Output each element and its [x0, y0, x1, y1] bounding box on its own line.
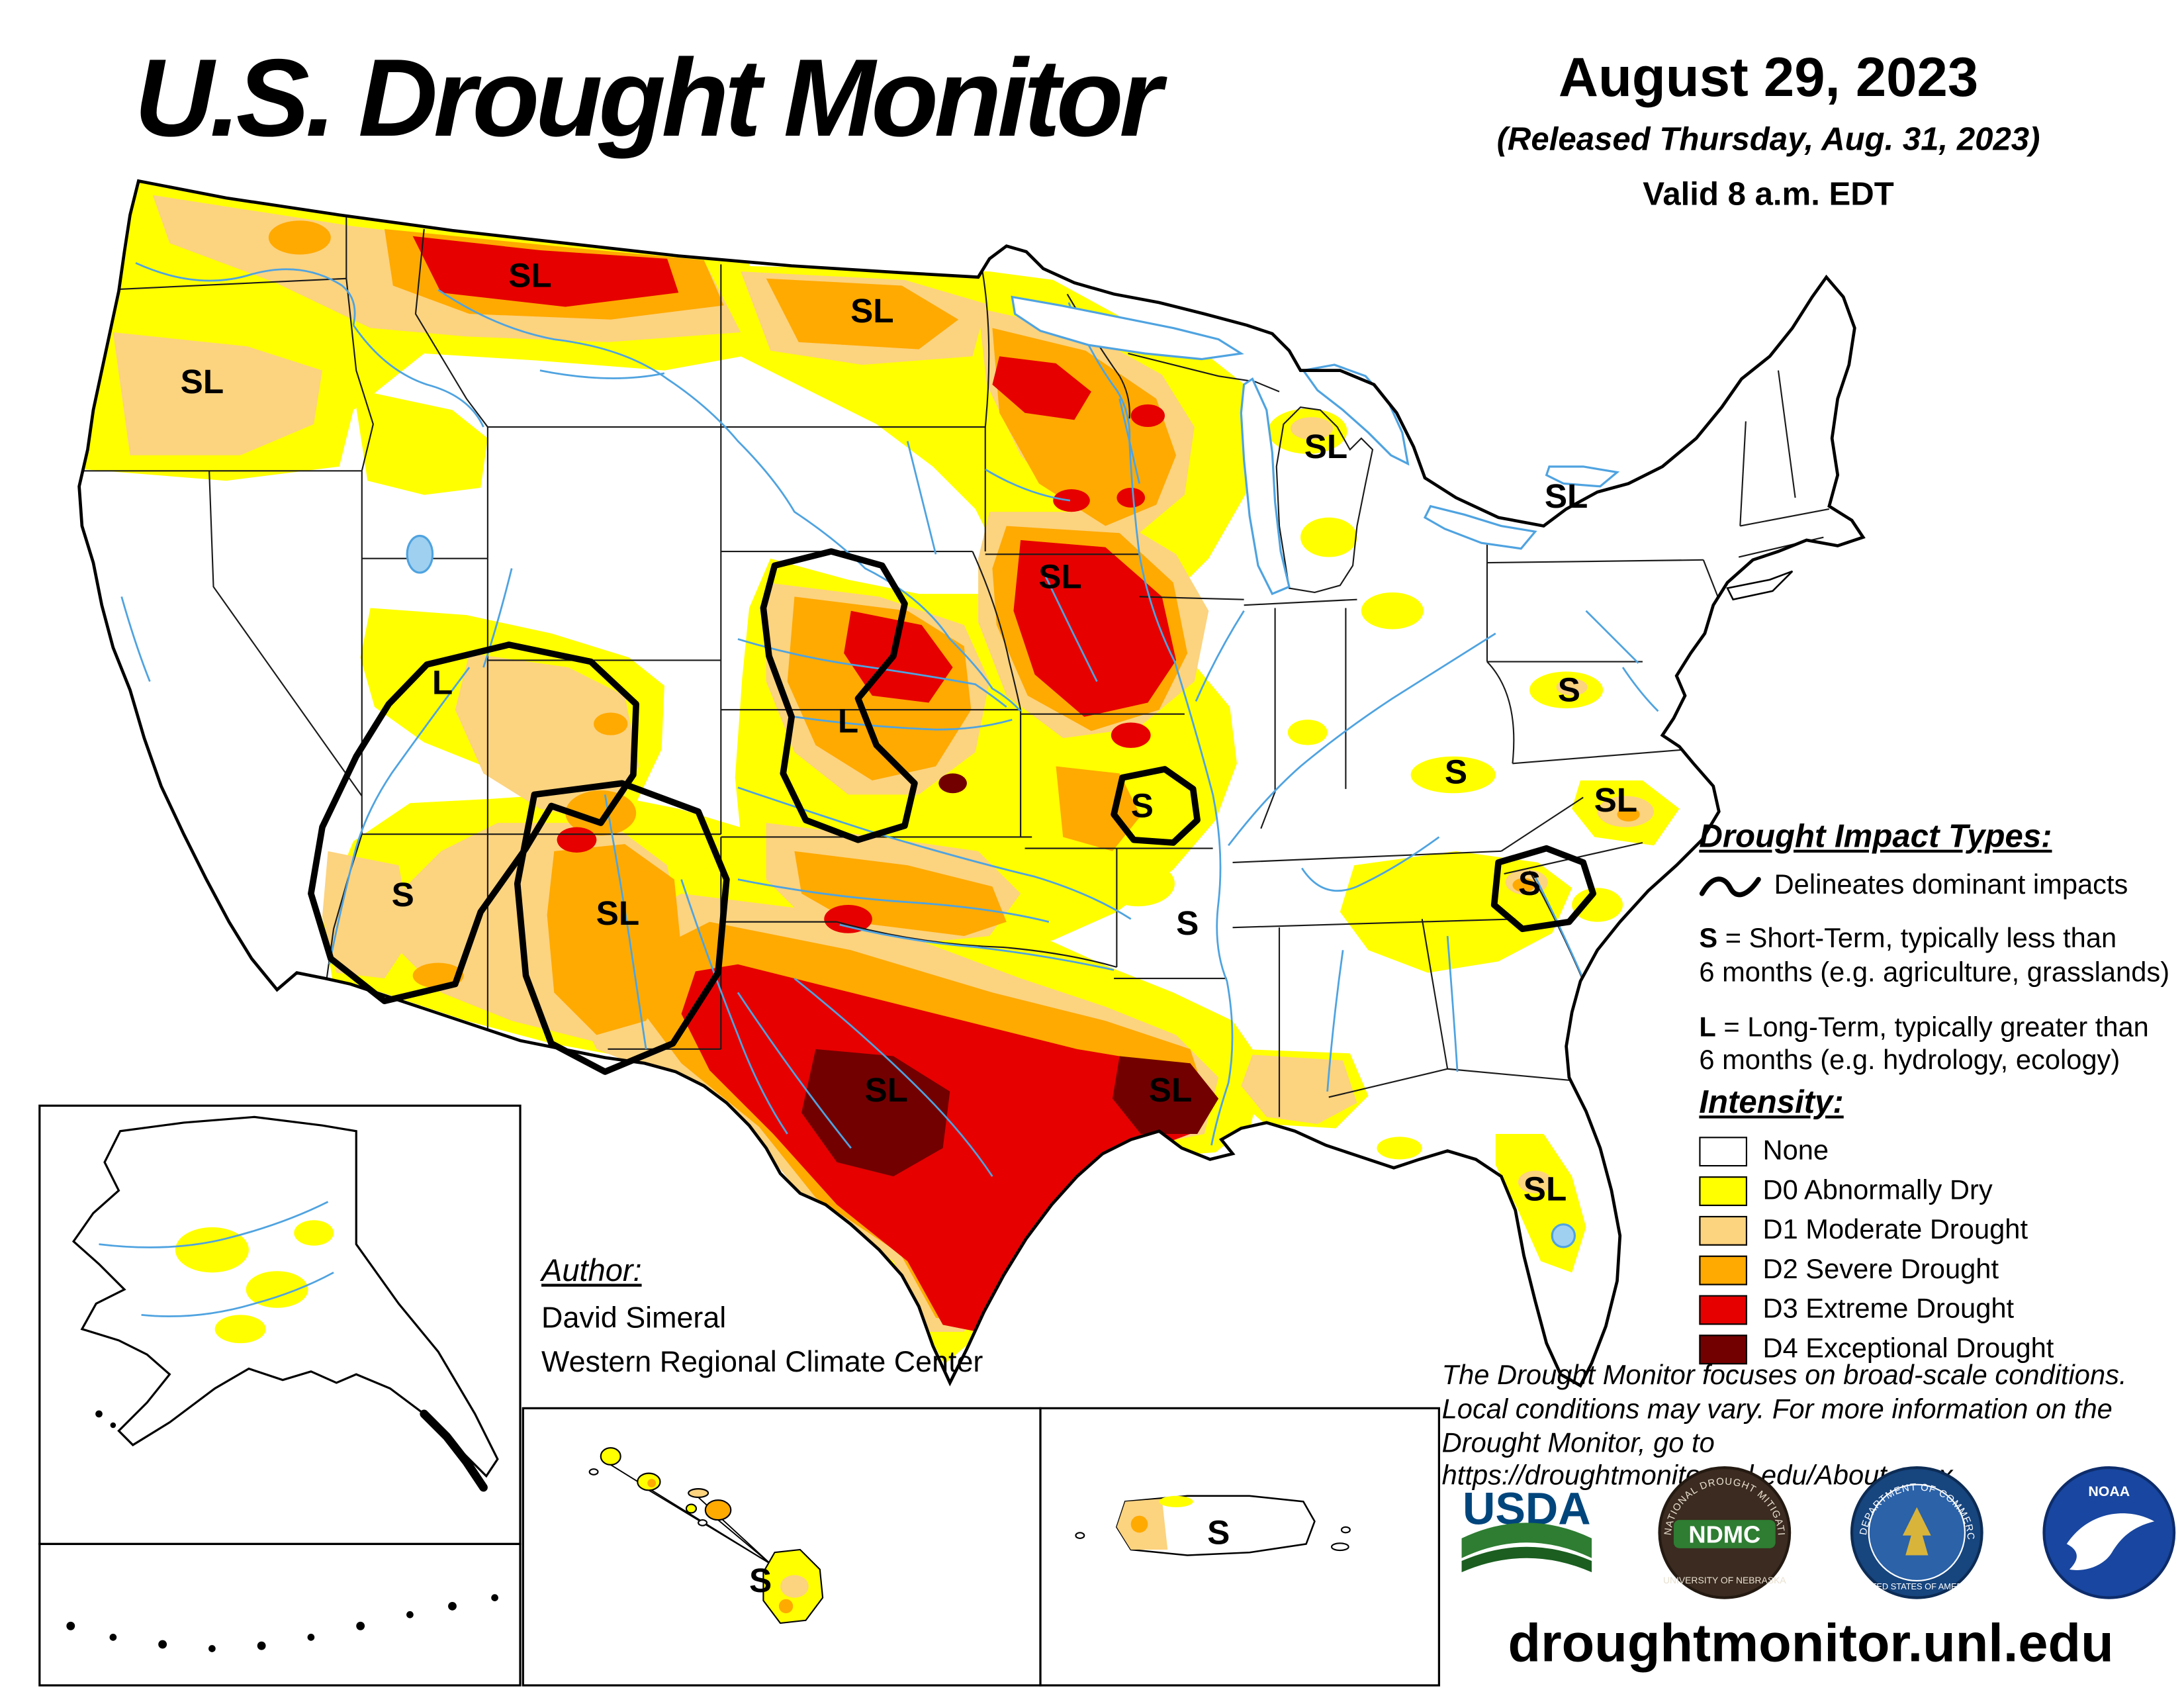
impact-label-sl: SL — [1545, 477, 1588, 515]
page-title: U.S. Drought Monitor — [134, 35, 1162, 160]
noaa-logo: NOAA — [2042, 1466, 2176, 1599]
commerce-seal-logo: DEPARTMENT OF COMMERCE UNITED STATES OF … — [1849, 1465, 1983, 1599]
alaska-panhandle — [420, 1409, 488, 1492]
impact-label-s: S — [1558, 671, 1580, 708]
impact-label-l: L — [838, 702, 858, 739]
ndmc-logo: NATIONAL DROUGHT MITIGATION CENTER NDMC … — [1657, 1465, 1792, 1599]
intensity-legend: Intensity: None D0 Abnormally Dry D1 Moder… — [1699, 1083, 2182, 1373]
map-date: August 29, 2023 — [1558, 48, 1979, 109]
intensity-swatch — [1699, 1335, 1747, 1365]
intensity-item: D2 Severe Drought — [1699, 1254, 2182, 1287]
intensity-item: D0 Abnormally Dry — [1699, 1175, 2182, 1207]
intensity-label: D1 Moderate Drought — [1762, 1214, 2028, 1246]
intensity-swatch — [1699, 1255, 1747, 1286]
hawaii-inset: S — [522, 1407, 1042, 1687]
puerto-rico-islands — [1075, 1526, 1351, 1552]
map-impact-labels: SL SL SL SL SL SL L L S S S SL S SL S S SL SL SL — [181, 257, 1637, 1208]
impact-label-s: S — [1518, 865, 1541, 902]
puerto-rico-d2 — [1130, 1515, 1148, 1533]
impact-label-sl: SL — [1594, 781, 1638, 819]
impact-label-sl: SL — [508, 257, 552, 295]
site-url[interactable]: droughtmonitor.unl.edu — [1508, 1615, 2114, 1674]
logo-row: USDA NATIONAL DROUGHT MITIGATION CENTER … — [1453, 1465, 2177, 1601]
author-heading: Author: — [541, 1252, 642, 1288]
intensity-legend-heading: Intensity: — [1699, 1083, 1844, 1120]
intensity-swatch — [1699, 1215, 1747, 1246]
valid-time: Valid 8 a.m. EDT — [1643, 175, 1894, 212]
intensity-label: D3 Extreme Drought — [1762, 1293, 2015, 1325]
alaska-inset — [38, 1104, 522, 1546]
impact-legend-heading: Drought Impact Types: — [1699, 817, 2052, 855]
impact-label-sl: SL — [1038, 558, 1082, 596]
intensity-label: D2 Severe Drought — [1762, 1254, 1999, 1286]
impact-label-s: S — [1445, 753, 1467, 790]
impact-label-l: L — [432, 664, 453, 702]
conus-outline — [77, 179, 1866, 1388]
commerce-eagle-icon — [1902, 1507, 1931, 1556]
impact-label-sl: SL — [1304, 428, 1348, 465]
author-name: David Simeral — [541, 1302, 727, 1335]
impact-label-s: S — [1131, 787, 1154, 825]
intensity-label: D0 Abnormally Dry — [1762, 1174, 1993, 1206]
svg-text:NOAA: NOAA — [2088, 1483, 2130, 1499]
impact-outlines — [308, 548, 1596, 1075]
puerto-rico-impact-label: S — [1207, 1513, 1230, 1551]
svg-text:UNITED STATES OF AMERICA: UNITED STATES OF AMERICA — [1857, 1581, 1978, 1591]
usda-logo: USDA — [1461, 1484, 1592, 1573]
conus-map: SL SL SL SL SL SL L L S S S SL S SL S S SL SL SL — [77, 179, 1866, 1388]
impact-label-sl: SL — [181, 363, 224, 400]
alaska-islands — [95, 1410, 116, 1429]
impact-label-sl: SL — [1524, 1170, 1567, 1207]
intensity-label: D4 Exceptional Drought — [1762, 1333, 2054, 1365]
long-term-definition: L = Long-Term, typically greater than 6 m… — [1699, 1011, 2149, 1077]
intensity-item: D1 Moderate Drought — [1699, 1215, 2182, 1247]
impact-legend: Drought Impact Types: Delineates dominan… — [1699, 818, 2182, 1100]
impact-label-sl: SL — [850, 292, 894, 330]
puerto-rico-inset: S — [1039, 1407, 1440, 1687]
aleutian-islands — [66, 1594, 498, 1652]
impact-label-s: S — [392, 876, 414, 914]
impact-label-sl: SL — [596, 894, 640, 932]
intensity-label: None — [1762, 1135, 1829, 1167]
puerto-rico-d0 — [1159, 1495, 1193, 1507]
great-lakes — [406, 295, 1620, 1248]
author-org: Western Regional Climate Center — [541, 1346, 983, 1379]
intensity-items: None D0 Abnormally Dry D1 Moderate Drought… — [1699, 1135, 2182, 1366]
alaska-rivers — [99, 1201, 334, 1317]
date-block: August 29, 2023 (Released Thursday, Aug.… — [1421, 48, 2116, 214]
svg-text:UNIVERSITY OF NEBRASKA: UNIVERSITY OF NEBRASKA — [1663, 1575, 1786, 1585]
long-island — [1726, 570, 1794, 601]
drought-layer-d4 — [801, 773, 1219, 1177]
intensity-item: None — [1699, 1135, 2182, 1168]
intensity-swatch — [1699, 1176, 1747, 1206]
aleutians-inset — [38, 1542, 522, 1687]
short-term-definition: S = Short-Term, typically less than 6 mon… — [1699, 923, 2170, 988]
intensity-item: D3 Extreme Drought — [1699, 1293, 2182, 1326]
delineates-row: Delineates dominant impacts — [1699, 870, 2182, 902]
impact-label-sl: SL — [1149, 1071, 1193, 1109]
intensity-swatch — [1699, 1137, 1747, 1167]
hawaii-islands — [588, 1447, 824, 1624]
impact-squiggle-icon — [1699, 876, 1761, 897]
impact-label-s: S — [1176, 904, 1199, 942]
alaska-drought-d0 — [175, 1220, 334, 1344]
delineates-label: Delineates dominant impacts — [1774, 869, 2128, 901]
intensity-item: D4 Exceptional Drought — [1699, 1333, 2182, 1366]
noaa-bird-icon — [2066, 1513, 2155, 1570]
intensity-swatch — [1699, 1295, 1747, 1325]
impact-label-sl: SL — [864, 1071, 908, 1109]
rivers — [120, 262, 1659, 1177]
hawaii-impact-label: S — [749, 1562, 772, 1599]
author-block: Author: David Simeral Western Regional C… — [541, 1252, 983, 1380]
release-date: (Released Thursday, Aug. 31, 2023) — [1496, 120, 2040, 158]
svg-text:NDMC: NDMC — [1688, 1521, 1760, 1548]
